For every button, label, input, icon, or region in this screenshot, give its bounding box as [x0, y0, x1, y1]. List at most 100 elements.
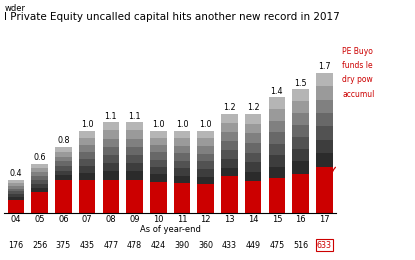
Bar — [55, 176, 72, 180]
Bar — [8, 200, 24, 213]
Bar — [316, 73, 332, 86]
Bar — [316, 153, 332, 167]
Text: accumul: accumul — [342, 90, 375, 99]
Text: dry pow: dry pow — [342, 75, 373, 84]
Bar — [292, 173, 309, 213]
Bar — [126, 139, 143, 147]
Bar — [316, 113, 332, 126]
Text: 433: 433 — [222, 240, 237, 250]
Bar — [150, 160, 166, 167]
Bar — [221, 150, 238, 159]
Bar — [150, 131, 166, 138]
Bar — [150, 182, 166, 213]
Text: 1.0: 1.0 — [176, 120, 188, 129]
Text: 633: 633 — [317, 240, 332, 250]
Bar — [103, 131, 119, 139]
Bar — [8, 194, 24, 197]
Bar — [126, 163, 143, 171]
Bar — [55, 147, 72, 152]
Bar — [126, 147, 143, 155]
Bar — [126, 131, 143, 139]
Bar — [221, 159, 238, 167]
Bar — [174, 161, 190, 168]
Bar — [126, 171, 143, 180]
Bar — [150, 145, 166, 153]
Text: 478: 478 — [127, 240, 142, 250]
Bar — [126, 155, 143, 163]
Bar — [316, 167, 332, 213]
Bar — [32, 168, 48, 172]
Bar — [174, 138, 190, 146]
Bar — [103, 171, 119, 180]
Text: PE Buyo: PE Buyo — [342, 47, 373, 56]
Bar — [55, 157, 72, 161]
Bar — [221, 141, 238, 150]
Bar — [79, 180, 95, 213]
Bar — [245, 114, 261, 124]
Bar — [150, 138, 166, 145]
Bar — [316, 126, 332, 140]
Bar — [316, 86, 332, 100]
Bar — [103, 180, 119, 213]
Bar — [245, 181, 261, 213]
Bar — [8, 189, 24, 191]
Text: 475: 475 — [269, 240, 285, 250]
Text: 1.7: 1.7 — [318, 62, 331, 71]
Bar — [316, 100, 332, 113]
Bar — [245, 153, 261, 162]
Bar — [32, 192, 48, 213]
Bar — [8, 183, 24, 186]
X-axis label: As of year-end: As of year-end — [140, 225, 200, 234]
Text: 1.0: 1.0 — [200, 120, 212, 129]
Bar — [269, 155, 285, 167]
Bar — [55, 171, 72, 176]
Bar — [269, 121, 285, 132]
Bar — [103, 163, 119, 171]
Bar — [292, 137, 309, 149]
Bar — [198, 161, 214, 169]
Text: 176: 176 — [8, 240, 24, 250]
Text: 256: 256 — [32, 240, 47, 250]
Bar — [174, 176, 190, 184]
Bar — [221, 123, 238, 132]
Bar — [174, 168, 190, 176]
Bar — [103, 139, 119, 147]
Text: 1.4: 1.4 — [271, 87, 283, 96]
Text: 1.5: 1.5 — [294, 79, 307, 88]
Text: 516: 516 — [293, 240, 308, 250]
Bar — [221, 177, 238, 213]
Bar — [292, 150, 309, 161]
Bar — [32, 184, 48, 188]
Text: 435: 435 — [80, 240, 95, 250]
Text: 390: 390 — [174, 240, 190, 250]
Bar — [55, 152, 72, 157]
Bar — [198, 169, 214, 177]
Text: funds le: funds le — [342, 61, 373, 70]
Bar — [269, 98, 285, 109]
Bar — [150, 167, 166, 174]
Bar — [292, 89, 309, 101]
Bar — [316, 140, 332, 153]
Text: 1.0: 1.0 — [81, 120, 93, 129]
Bar — [8, 186, 24, 189]
Bar — [150, 174, 166, 182]
Text: 0.4: 0.4 — [10, 170, 22, 178]
Bar — [174, 153, 190, 161]
Text: 360: 360 — [198, 240, 213, 250]
Text: 477: 477 — [103, 240, 119, 250]
Bar — [269, 144, 285, 155]
Bar — [32, 180, 48, 184]
Bar — [79, 152, 95, 159]
Bar — [198, 146, 214, 154]
Bar — [103, 147, 119, 155]
Text: 424: 424 — [151, 240, 166, 250]
Text: 375: 375 — [56, 240, 71, 250]
Bar — [245, 124, 261, 133]
Bar — [245, 143, 261, 153]
Bar — [103, 155, 119, 163]
Text: 0.8: 0.8 — [57, 136, 70, 145]
Bar — [126, 180, 143, 213]
Text: 1.1: 1.1 — [105, 112, 117, 121]
Bar — [198, 184, 214, 213]
Bar — [198, 138, 214, 146]
